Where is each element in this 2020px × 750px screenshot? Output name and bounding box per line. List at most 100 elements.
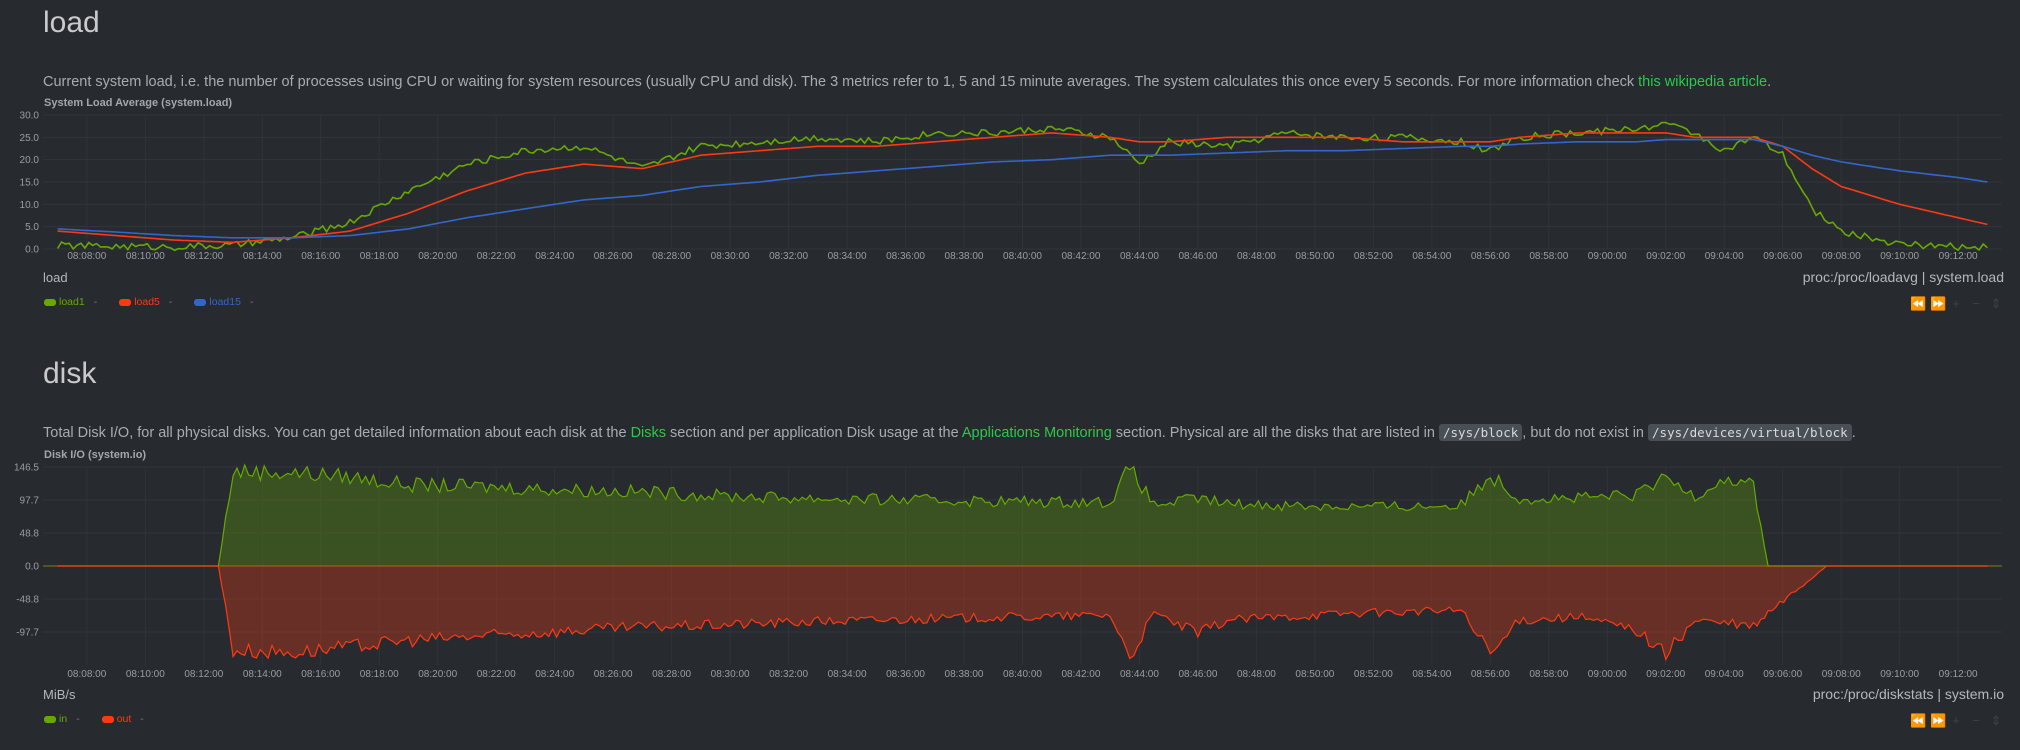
x-tick-label: 08:58:00	[1529, 669, 1568, 680]
load-toolbox: ⏪ ⏩ + − ⇕	[1910, 296, 2002, 312]
x-tick-label: 08:44:00	[1120, 251, 1159, 262]
x-tick-label: 08:58:00	[1529, 251, 1568, 262]
series-area-out	[57, 566, 1988, 660]
y-tick-label: 20.0	[20, 155, 40, 166]
legend-item-out[interactable]: out -	[101, 713, 144, 725]
x-tick-label: 08:22:00	[477, 251, 516, 262]
x-tick-label: 08:54:00	[1412, 669, 1451, 680]
series-line-load15	[57, 138, 1988, 239]
resize-icon[interactable]: ⇕	[1990, 296, 2002, 311]
legend-value-load1: -	[93, 296, 98, 308]
load-units: load	[43, 270, 68, 285]
x-tick-label: 08:44:00	[1120, 669, 1159, 680]
disk-desc-text-2: section and per application Disk usage a…	[666, 425, 962, 441]
applications-monitoring-link[interactable]: Applications Monitoring	[961, 425, 1112, 441]
x-tick-label: 08:08:00	[67, 669, 106, 680]
x-tick-label: 08:14:00	[243, 669, 282, 680]
x-tick-label: 08:22:00	[477, 669, 516, 680]
x-tick-label: 09:06:00	[1763, 669, 1802, 680]
series-line-load1	[56, 121, 1988, 252]
disks-link[interactable]: Disks	[630, 425, 667, 441]
legend-item-load1[interactable]: load1-	[44, 296, 97, 308]
x-tick-label: 08:28:00	[652, 669, 691, 680]
disk-toolbox: ⏪ ⏩ + − ⇕	[1910, 713, 2002, 729]
zoom-in-icon[interactable]: +	[1952, 296, 1960, 311]
y-tick-label: -48.8	[16, 594, 39, 605]
legend-label-in: in	[59, 713, 68, 725]
x-tick-label: 08:42:00	[1062, 251, 1101, 262]
legend-label-out: out	[116, 713, 132, 725]
load-chart[interactable]: 30.0 25.0 20.0 15.0 10.0 5.0 0.0 08:08:00 08:10:…	[0, 108, 2020, 268]
zoom-out-icon[interactable]: −	[1972, 296, 1980, 311]
x-tick-label: 08:50:00	[1295, 251, 1334, 262]
y-tick-label: 48.8	[20, 529, 40, 540]
legend-label-load15: load15	[209, 296, 241, 308]
x-tick-label: 09:02:00	[1646, 251, 1685, 262]
x-tick-label: 09:10:00	[1880, 669, 1919, 680]
x-tick-label: 08:52:00	[1354, 251, 1393, 262]
y-tick-label: 30.0	[20, 111, 40, 122]
legend-value-in: -	[76, 713, 80, 725]
x-tick-label: 08:56:00	[1471, 251, 1510, 262]
disk-chart-title: Disk I/O (system.io)	[44, 449, 147, 461]
wikipedia-link[interactable]: this wikipedia article	[1638, 74, 1768, 90]
legend-value-load15: -	[249, 296, 254, 308]
legend-item-load15[interactable]: load15-	[194, 296, 253, 308]
y-tick-label: 0.0	[25, 562, 39, 573]
load-section-title: load	[43, 6, 100, 39]
x-tick-label: 09:04:00	[1705, 251, 1744, 262]
disk-desc-text-3: section. Physical are all the disks that…	[1111, 425, 1439, 441]
load-chart-title: System Load Average (system.load)	[44, 97, 233, 109]
forward-icon[interactable]: ⏩	[1930, 713, 1947, 728]
x-tick-label: 08:52:00	[1354, 669, 1393, 680]
legend-item-load5[interactable]: load5-	[119, 296, 172, 308]
x-tick-label: 08:24:00	[535, 669, 574, 680]
disk-section-title: disk	[43, 357, 97, 390]
x-tick-label: 08:56:00	[1471, 669, 1510, 680]
rewind-icon[interactable]: ⏪	[1910, 296, 1927, 311]
load-section-description: Current system load, i.e. the number of …	[43, 74, 1771, 90]
x-tick-label: 09:10:00	[1880, 251, 1919, 262]
disk-legend: in - out -	[44, 713, 144, 725]
x-tick-label: 08:46:00	[1178, 669, 1217, 680]
x-tick-label: 08:50:00	[1295, 669, 1334, 680]
y-tick-label: 5.0	[25, 222, 39, 233]
load-desc-text: Current system load, i.e. the number of …	[43, 74, 1639, 90]
legend-swatch-out	[101, 715, 114, 723]
load-legend: load1- load5- load15-	[44, 296, 253, 308]
forward-icon[interactable]: ⏩	[1930, 296, 1947, 311]
x-tick-label: 09:02:00	[1646, 669, 1685, 680]
x-tick-label: 08:38:00	[945, 669, 984, 680]
disk-chart[interactable]: 146.5 97.7 48.8 0.0 -48.8 -97.7 08:08:00 08:10:…	[0, 460, 2020, 685]
series-line-out	[57, 565, 1988, 662]
x-tick-label: 09:00:00	[1588, 669, 1627, 680]
rewind-icon[interactable]: ⏪	[1910, 713, 1927, 728]
x-tick-label: 09:06:00	[1763, 251, 1802, 262]
x-tick-label: 08:20:00	[418, 669, 457, 680]
legend-item-in[interactable]: in -	[44, 713, 80, 725]
x-tick-label: 08:42:00	[1062, 669, 1101, 680]
zoom-out-icon[interactable]: −	[1972, 713, 1980, 728]
x-tick-label: 08:28:00	[652, 251, 691, 262]
x-tick-label: 08:46:00	[1178, 251, 1217, 262]
disk-desc-end: .	[1851, 425, 1856, 441]
zoom-in-icon[interactable]: +	[1952, 713, 1960, 728]
x-tick-label: 08:30:00	[711, 251, 750, 262]
x-tick-label: 08:10:00	[126, 251, 165, 262]
y-tick-label: 15.0	[20, 178, 40, 189]
x-tick-label: 08:08:00	[67, 251, 106, 262]
y-tick-label: 146.5	[14, 463, 39, 474]
legend-label-load5: load5	[134, 296, 160, 308]
y-tick-label: 10.0	[20, 200, 40, 211]
x-tick-label: 08:16:00	[301, 669, 340, 680]
resize-icon[interactable]: ⇕	[1990, 713, 2002, 728]
disk-section-description: Total Disk I/O, for all physical disks. …	[43, 424, 1856, 441]
x-tick-label: 08:36:00	[886, 669, 925, 680]
x-tick-label: 08:18:00	[360, 669, 399, 680]
x-tick-label: 08:48:00	[1237, 251, 1276, 262]
x-tick-label: 09:12:00	[1939, 251, 1978, 262]
x-tick-label: 08:34:00	[828, 669, 867, 680]
x-tick-label: 09:08:00	[1822, 251, 1861, 262]
disk-desc-text-1: Total Disk I/O, for all physical disks. …	[43, 425, 631, 441]
sys-devices-virtual-block-code: /sys/devices/virtual/block	[1648, 424, 1852, 441]
